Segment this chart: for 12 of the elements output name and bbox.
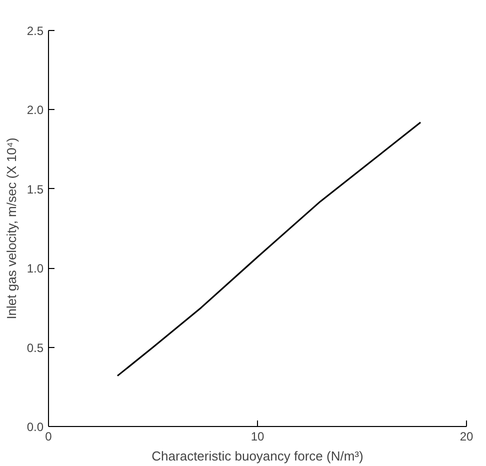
x-tick-label: 10: [250, 430, 264, 444]
y-axis-title: Inlet gas velocity, m/sec (X 10⁴): [4, 138, 19, 320]
x-tick-label: 20: [460, 430, 474, 444]
y-tick-label: 1.0: [26, 262, 44, 276]
y-tick-label: 1.5: [26, 182, 44, 196]
y-tick-label: 0.5: [26, 340, 44, 355]
x-axis-title: Characteristic buoyancy force (N/m³): [152, 448, 364, 464]
y-tick-label: 0.0: [26, 420, 44, 434]
line-series: [116, 122, 422, 377]
y-tick-label: 2.0: [26, 103, 44, 118]
y-tick-label: 2.5: [26, 24, 44, 38]
x-tick-label: 0: [45, 430, 52, 444]
